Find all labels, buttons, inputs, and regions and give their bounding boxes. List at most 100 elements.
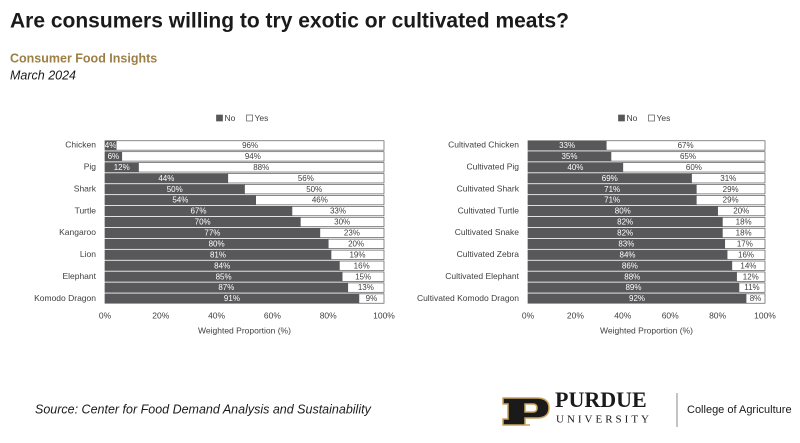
y-tick-label: Cultivated Turtle <box>458 205 520 215</box>
legend-label: Yes <box>657 113 671 123</box>
value-label: 87% <box>218 283 234 292</box>
value-label: 4% <box>105 141 117 150</box>
value-label: 50% <box>306 185 322 194</box>
bar-segment <box>610 151 766 162</box>
value-label: 33% <box>330 207 346 216</box>
value-label: 29% <box>723 196 739 205</box>
value-label: 18% <box>736 229 752 238</box>
value-label: 11% <box>744 283 759 292</box>
value-label: 67% <box>678 141 694 150</box>
value-label: 17% <box>737 239 753 248</box>
x-tick-label: 0% <box>99 310 112 320</box>
bar-segment <box>291 206 385 217</box>
value-label: 40% <box>567 163 583 172</box>
chart: No Yes Cultivated Chicken 33% 67% 35% 65% Culti… <box>417 113 776 336</box>
y-tick-label: Pig <box>84 162 97 172</box>
y-tick-label: Cultivated Chicken <box>448 140 519 150</box>
logo-name: PURDUE <box>555 387 647 412</box>
value-label: 69% <box>602 174 618 183</box>
x-tick-label: 60% <box>662 310 679 320</box>
bar-segment <box>695 195 766 206</box>
bar-segment <box>745 293 766 304</box>
chart: No Yes Chicken 4% 96% 6% 94% Pig 12% 88% 44% 56% Sha… <box>34 113 395 336</box>
bar-segment <box>339 260 385 271</box>
x-axis-label: Weighted Proportion (%) <box>198 325 291 335</box>
value-label: 96% <box>242 141 258 150</box>
x-tick-label: 40% <box>208 310 225 320</box>
bar-segment <box>347 282 385 293</box>
source: Source: Center for Food Demand Analysis … <box>35 402 372 416</box>
value-label: 67% <box>190 207 206 216</box>
legend-swatch <box>648 114 655 122</box>
value-label: 20% <box>733 207 749 216</box>
y-tick-label: Lion <box>80 249 96 259</box>
bar-segment <box>319 227 385 238</box>
value-label: 86% <box>622 261 638 270</box>
value-label: 94% <box>245 152 261 161</box>
bar-segment <box>341 271 385 282</box>
value-label: 91% <box>224 294 240 303</box>
x-tick-label: 80% <box>709 310 726 320</box>
x-tick-label: 80% <box>320 310 337 320</box>
value-label: 8% <box>750 294 762 303</box>
y-tick-label: Cultivated Elephant <box>445 271 519 281</box>
value-label: 81% <box>210 250 226 259</box>
value-label: 92% <box>629 294 645 303</box>
value-label: 29% <box>723 185 739 194</box>
value-label: 60% <box>686 163 702 172</box>
x-tick-label: 0% <box>522 310 535 320</box>
y-tick-label: Cultivated Zebra <box>457 249 520 259</box>
legend-label: No <box>225 113 236 123</box>
bar-segment <box>721 216 766 228</box>
x-tick-label: 40% <box>614 310 631 320</box>
value-label: 71% <box>604 185 620 194</box>
logo-mark <box>502 397 550 426</box>
bar-segment <box>691 173 766 184</box>
value-label: 9% <box>366 294 378 303</box>
y-tick-label: Cultivated Shark <box>457 183 520 193</box>
value-label: 54% <box>172 196 188 205</box>
value-label: 71% <box>604 196 620 205</box>
bar-segment <box>299 216 385 228</box>
logo-unit: College of Agriculture <box>687 404 792 416</box>
y-tick-label: Cultivated Komodo Dragon <box>417 293 519 303</box>
legend-swatch <box>216 114 223 122</box>
value-label: 16% <box>354 261 370 270</box>
bar-segment <box>138 162 385 173</box>
value-label: 30% <box>334 218 350 227</box>
bar-segment <box>724 238 766 249</box>
bar-segment <box>717 206 766 217</box>
y-tick-label: Cultivated Pig <box>467 162 520 172</box>
value-label: 33% <box>559 141 575 150</box>
bar-segment <box>115 140 385 151</box>
bar-segment <box>726 249 766 260</box>
y-tick-label: Kangaroo <box>59 227 96 237</box>
date: March 2024 <box>10 68 76 82</box>
value-label: 35% <box>561 152 577 161</box>
x-tick-label: 100% <box>754 310 776 320</box>
value-label: 46% <box>312 196 328 205</box>
bar-segment <box>695 184 766 195</box>
bar-segment <box>227 173 385 184</box>
legend-swatch <box>246 114 253 122</box>
bar-segment <box>605 140 766 151</box>
value-label: 88% <box>624 272 640 281</box>
y-tick-label: Elephant <box>62 271 96 281</box>
bar-segment <box>736 271 766 282</box>
y-tick-label: Shark <box>74 183 97 193</box>
subtitle: Consumer Food Insights <box>10 51 157 65</box>
value-label: 12% <box>114 163 130 172</box>
bar-segment <box>327 238 385 249</box>
x-tick-label: 60% <box>264 310 281 320</box>
value-label: 85% <box>216 272 232 281</box>
legend-swatch <box>618 114 625 122</box>
bar-segment <box>255 195 385 206</box>
value-label: 6% <box>108 152 120 161</box>
value-label: 84% <box>214 261 230 270</box>
value-label: 56% <box>298 174 314 183</box>
x-tick-label: 100% <box>373 310 395 320</box>
x-axis-label: Weighted Proportion (%) <box>600 325 693 335</box>
value-label: 80% <box>615 207 631 216</box>
value-label: 80% <box>209 239 225 248</box>
